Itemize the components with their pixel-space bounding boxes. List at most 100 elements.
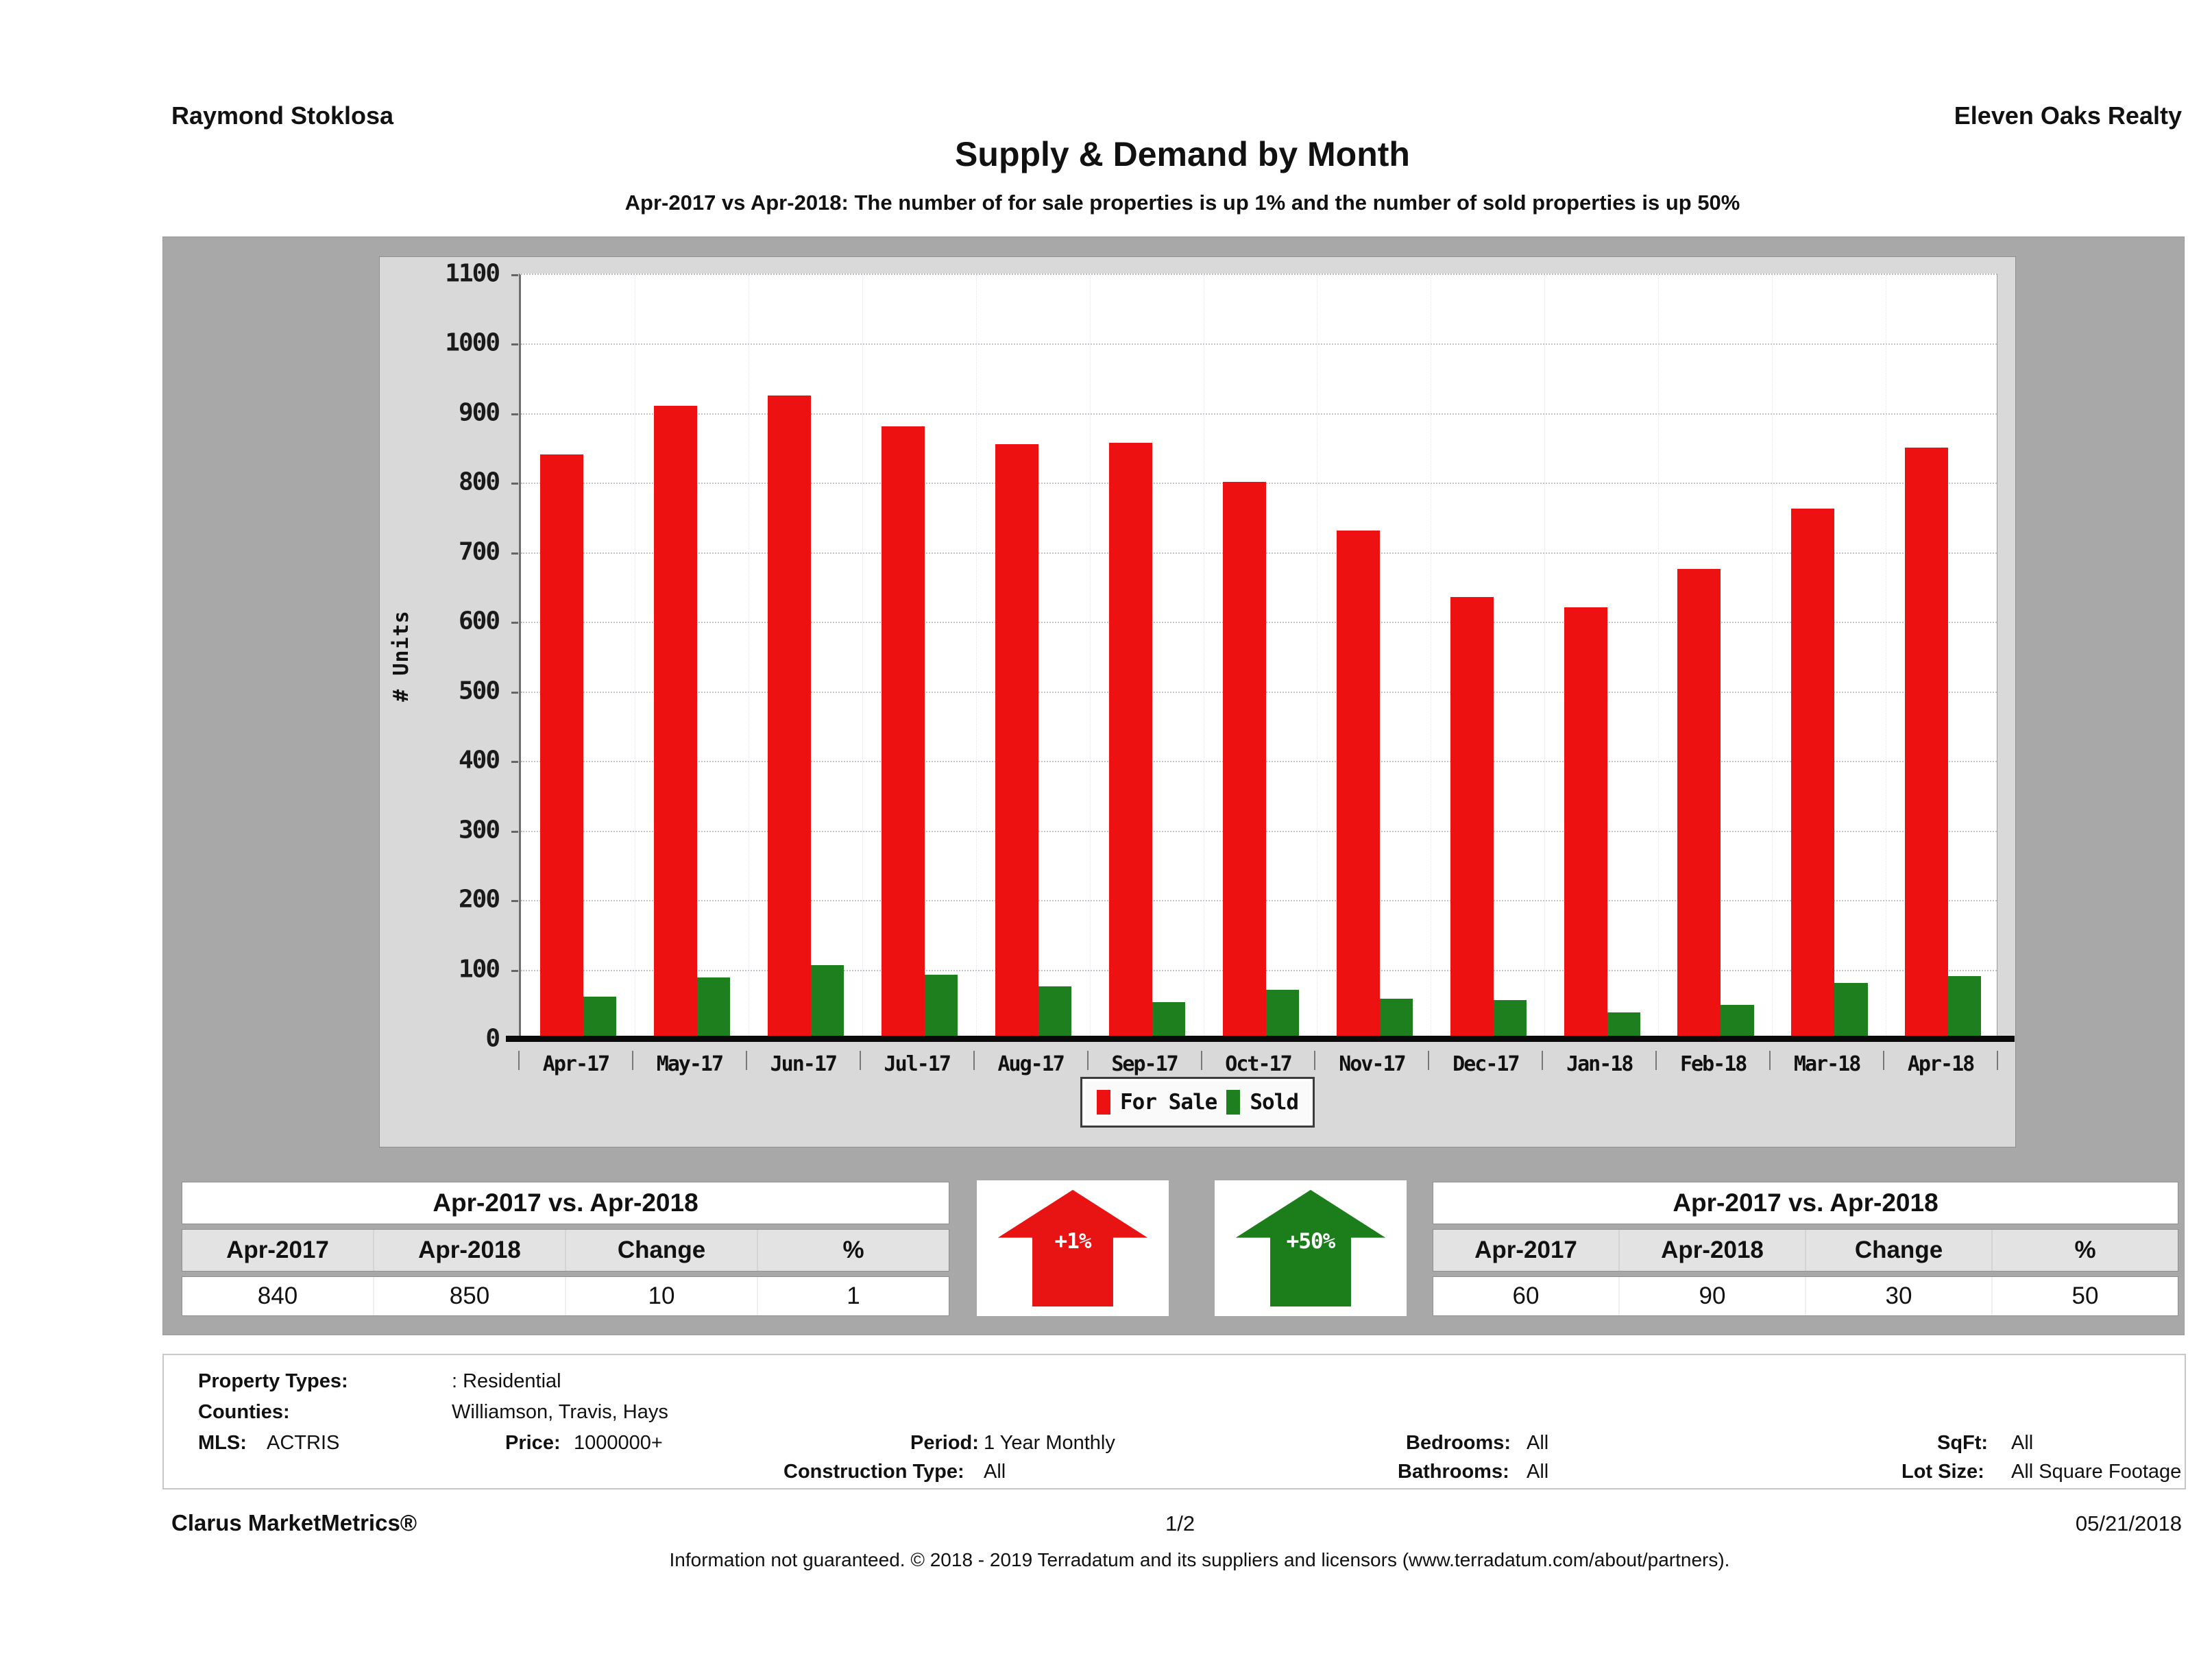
bar-group-Jun-17	[749, 275, 862, 1038]
for-sale-change-text: +1%	[1054, 1229, 1092, 1254]
for-sale-change-badge: +1%	[977, 1180, 1169, 1316]
x-tick-mark	[1086, 1051, 1089, 1070]
table-cell: 10	[566, 1277, 758, 1315]
bedrooms-label: Bedrooms:	[1406, 1432, 1511, 1454]
search-criteria-box: Property Types: : Residential Counties: …	[162, 1354, 2186, 1489]
table-cell: 850	[374, 1277, 566, 1315]
x-tick-mark	[1655, 1051, 1657, 1070]
bar-group-Mar-18	[1772, 275, 1886, 1038]
counties-label: Counties:	[198, 1401, 290, 1423]
bar-for-sale-Feb-18	[1677, 569, 1721, 1038]
x-tick-mark	[518, 1051, 520, 1070]
bar-sold-Feb-18	[1721, 1005, 1754, 1038]
table-cell: Apr-2017	[182, 1230, 374, 1271]
sqft-label: SqFt:	[1937, 1432, 1989, 1454]
x-tick-label-Sep-17: Sep-17	[1111, 1052, 1178, 1076]
x-tick-label-Jun-17: Jun-17	[770, 1052, 838, 1076]
vertical-gridline	[1544, 275, 1546, 1038]
x-tick-label-Oct-17: Oct-17	[1225, 1052, 1292, 1076]
sold-swatch-icon	[1226, 1090, 1241, 1115]
bar-group-Nov-17	[1317, 275, 1431, 1038]
vertical-gridline	[975, 275, 977, 1038]
x-tick-label-Jul-17: Jul-17	[884, 1052, 951, 1076]
table-cell: Apr-2017	[1433, 1230, 1620, 1271]
bathrooms-value: All	[1527, 1461, 1549, 1483]
gridline	[521, 413, 1997, 415]
x-tick-label-Apr-18: Apr-18	[1907, 1052, 1975, 1076]
bar-sold-May-17	[697, 977, 731, 1038]
y-tick-label: 300	[458, 816, 500, 844]
chart-legend: For Sale Sold	[1080, 1077, 1315, 1128]
bar-group-Apr-17	[521, 275, 635, 1038]
table-cell: 840	[182, 1277, 374, 1315]
bar-sold-Oct-17	[1265, 989, 1299, 1038]
table-title: Apr-2017 vs. Apr-2018	[1433, 1182, 2178, 1224]
for-sale-comparison-table: Apr-2017 vs. Apr-2018 Apr-2017 Apr-2018 Ch…	[182, 1182, 949, 1316]
y-tick-label: 900	[458, 398, 500, 427]
sqft-value: All	[2011, 1432, 2034, 1454]
table-cell: Change	[566, 1230, 758, 1271]
y-tick-label: 800	[458, 467, 500, 496]
table-cell: 60	[1433, 1277, 1620, 1315]
sold-change-text: +50%	[1286, 1229, 1336, 1254]
x-tick-label-Nov-17: Nov-17	[1339, 1052, 1406, 1076]
y-tick-label: 1100	[445, 259, 500, 288]
vertical-gridline	[862, 275, 863, 1038]
bar-group-Feb-18	[1658, 275, 1772, 1038]
bar-group-Jul-17	[862, 275, 976, 1038]
mls-label: MLS:	[198, 1432, 247, 1454]
legend-label-for-sale: For Sale	[1120, 1090, 1217, 1115]
bar-for-sale-Apr-18	[1905, 447, 1949, 1038]
bathrooms-label: Bathrooms:	[1398, 1461, 1509, 1483]
construction-type-label: Construction Type:	[783, 1461, 964, 1483]
y-tick-mark	[511, 413, 518, 415]
legend-label-sold: Sold	[1250, 1090, 1299, 1115]
table-cell: 30	[1806, 1277, 1993, 1315]
y-tick-mark	[511, 483, 518, 485]
bar-for-sale-Nov-17	[1336, 531, 1380, 1038]
x-tick-mark	[973, 1051, 975, 1070]
table-header-row: Apr-2017 Apr-2018 Change%	[182, 1229, 949, 1272]
footer-date: 05/21/2018	[2075, 1511, 2182, 1535]
bar-group-May-17	[635, 275, 749, 1038]
y-tick-label: 200	[458, 885, 500, 914]
y-tick-mark	[511, 830, 518, 833]
bar-sold-Dec-17	[1493, 1000, 1527, 1038]
bar-sold-Nov-17	[1379, 999, 1413, 1038]
bar-for-sale-Jul-17	[881, 426, 925, 1038]
bar-sold-Jan-18	[1607, 1012, 1640, 1038]
x-tick-mark	[1314, 1051, 1316, 1070]
vertical-gridline	[1658, 275, 1660, 1038]
x-tick-label-Mar-18: Mar-18	[1793, 1052, 1861, 1076]
x-axis-labels: Apr-17 May-17 Jun-17 Jul-17 Aug-17 Sep-17 Oct-…	[518, 1047, 1998, 1085]
x-tick-mark	[631, 1051, 633, 1070]
bar-for-sale-Apr-17	[540, 454, 584, 1038]
x-tick-label-Feb-18: Feb-18	[1679, 1052, 1747, 1076]
table-cell: Apr-2018	[374, 1230, 566, 1271]
bar-group-Dec-17	[1431, 275, 1544, 1038]
plot-area	[506, 273, 2015, 1042]
x-tick-mark	[1883, 1051, 1885, 1070]
bar-for-sale-Oct-17	[1222, 482, 1266, 1038]
table-cell: 90	[1620, 1277, 1806, 1315]
mls-value: ACTRIS	[267, 1432, 340, 1454]
company-name: Eleven Oaks Realty	[1954, 101, 2182, 130]
chart-section-background: # Units 0 100 200 300 400 500 600 700 800 900 1000…	[162, 236, 2185, 1335]
footer-brand: Clarus MarketMetrics®	[171, 1510, 417, 1535]
lot-size-value: All Square Footage	[2011, 1461, 2182, 1483]
bar-sold-Jul-17	[925, 974, 958, 1038]
bedrooms-value: All	[1527, 1432, 1549, 1454]
x-tick-mark	[1997, 1051, 1998, 1070]
table-cell: 50	[2071, 1282, 2099, 1309]
bar-group-Sep-17	[1090, 275, 1204, 1038]
table-value-row: 840 850 10 1	[182, 1276, 949, 1316]
y-tick-mark	[511, 691, 518, 694]
table-header-row: Apr-2017 Apr-2018 Change%	[1433, 1229, 2178, 1272]
bar-for-sale-Jun-17	[768, 395, 812, 1038]
bar-sold-Sep-17	[1152, 1002, 1185, 1038]
y-tick-mark	[511, 552, 518, 555]
counties-value: Williamson, Travis, Hays	[452, 1401, 668, 1423]
y-tick-label: 0	[485, 1024, 500, 1053]
y-tick-label: 100	[458, 955, 500, 984]
